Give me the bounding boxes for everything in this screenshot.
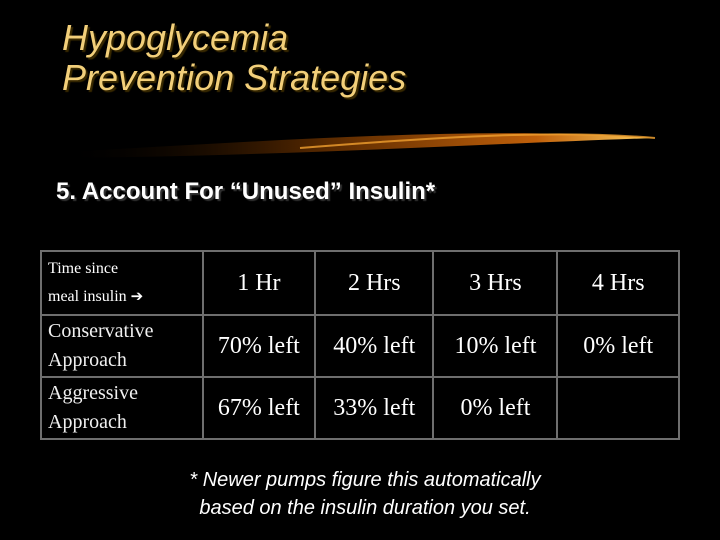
header-label-cell: Time since meal insulin ➔ (40, 250, 204, 316)
header-label-line1: Time since (48, 260, 119, 277)
table-cell (556, 376, 680, 440)
row-label-line1: Aggressive (48, 382, 138, 404)
table-cell: 67% left (201, 376, 317, 440)
header-col-2: 2 Hrs (314, 250, 435, 316)
table-cell: 0% left (556, 314, 680, 378)
header-col-3: 3 Hrs (432, 250, 559, 316)
row-label-line1: Conservative (48, 320, 154, 342)
slide-title-line2: Prevention Strategies (62, 57, 407, 98)
row-label-aggressive: Aggressive Approach (40, 376, 204, 440)
table-header-row: Time since meal insulin ➔ 1 Hr 2 Hrs 3 H… (40, 250, 680, 316)
slide-title-line1: Hypoglycemia (62, 17, 289, 58)
decorative-swoosh (60, 133, 656, 158)
swoosh-band (60, 133, 655, 158)
header-label-line2-wrap: meal insulin ➔ (48, 283, 202, 311)
insulin-table: Time since meal insulin ➔ 1 Hr 2 Hrs 3 H… (40, 250, 680, 440)
table-cell: 33% left (314, 376, 435, 440)
table-cell: 10% left (432, 314, 559, 378)
header-col-4: 4 Hrs (556, 250, 680, 316)
row-label-line2: Approach (48, 411, 127, 433)
header-label-line2: meal insulin (48, 288, 127, 305)
footnote: * Newer pumps figure this automatically … (140, 466, 590, 522)
header-col-1: 1 Hr (201, 250, 317, 316)
slide-subtitle: 5. Account For “Unused” Insulin* (56, 178, 436, 205)
table-cell: 70% left (201, 314, 317, 378)
slide-title: Hypoglycemia Prevention Strategies (62, 18, 406, 98)
right-arrow-icon: ➔ (130, 289, 144, 305)
footnote-line1: * Newer pumps figure this automatically (189, 469, 541, 491)
footnote-line2: based on the insulin duration you set. (199, 497, 531, 519)
table-cell: 40% left (314, 314, 435, 378)
row-label-line2: Approach (48, 349, 127, 371)
table-row-conservative: Conservative Approach 70% left 40% left … (40, 314, 680, 378)
row-label-conservative: Conservative Approach (40, 314, 204, 378)
table-row-aggressive: Aggressive Approach 67% left 33% left 0%… (40, 376, 680, 440)
table-cell: 0% left (432, 376, 559, 440)
swoosh-highlight (299, 133, 656, 149)
